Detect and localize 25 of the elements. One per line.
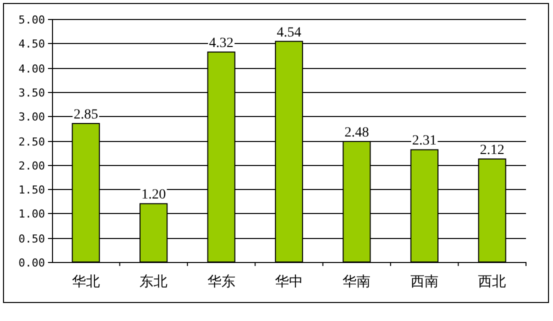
y-tick-label: 4.50 bbox=[18, 38, 45, 50]
x-tick-label: 华中 bbox=[275, 274, 303, 290]
data-label: 4.54 bbox=[276, 25, 302, 40]
y-tick-label: 1.50 bbox=[18, 184, 45, 196]
x-tick-label: 华南 bbox=[342, 274, 371, 290]
data-label: 2.31 bbox=[412, 134, 437, 149]
y-tick-label: 0.00 bbox=[18, 256, 45, 270]
y-tick-label: 4.00 bbox=[18, 62, 45, 76]
x-tick-label: 西北 bbox=[478, 274, 506, 290]
data-label: 1.20 bbox=[141, 188, 166, 203]
y-tick-label: 0.50 bbox=[18, 232, 45, 246]
y-tick-label: 5.00 bbox=[18, 14, 45, 26]
y-tick-label: 2.50 bbox=[18, 136, 45, 148]
x-tick-label: 西南 bbox=[410, 274, 438, 290]
x-tick-label: 华东 bbox=[207, 274, 236, 290]
data-label: 2.48 bbox=[344, 125, 369, 140]
data-label: 2.12 bbox=[480, 142, 504, 158]
data-label: 2.85 bbox=[74, 107, 98, 122]
y-tick-label: 1.00 bbox=[18, 208, 45, 220]
x-tick-label: 东北 bbox=[140, 274, 168, 290]
y-tick-label: 3.50 bbox=[18, 86, 45, 100]
data-label: 4.32 bbox=[209, 36, 234, 52]
x-tick-label: 华北 bbox=[72, 274, 100, 290]
y-tick-label: 3.00 bbox=[18, 110, 45, 124]
y-tick-label: 2.00 bbox=[18, 160, 45, 172]
